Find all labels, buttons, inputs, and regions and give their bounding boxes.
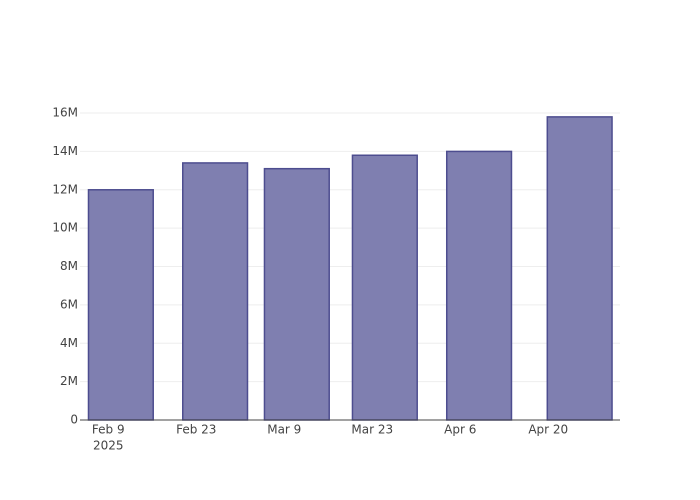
bar	[546, 116, 613, 421]
bar	[87, 189, 154, 421]
bar	[263, 167, 330, 421]
y-tick-label: 6M	[60, 297, 78, 311]
x-tick-label: Apr 6	[444, 423, 476, 437]
y-tick-label: 8M	[60, 259, 78, 273]
y-tick-label: 4M	[60, 336, 78, 350]
y-tick-label: 10M	[52, 221, 78, 235]
y-tick-label: 0	[70, 413, 78, 427]
x-tick-label: Mar 23	[351, 423, 393, 437]
y-tick-label: 12M	[52, 182, 78, 196]
x-tick-label: Feb 23	[176, 423, 216, 437]
bar	[182, 162, 249, 421]
x-tick-label: Feb 9	[92, 423, 125, 437]
y-tick-label: 14M	[52, 144, 78, 158]
bar	[445, 150, 513, 421]
y-tick-label: 16M	[52, 106, 78, 120]
x-tick-label: Apr 20	[528, 423, 568, 437]
x-tick-year: 2025	[93, 439, 124, 453]
y-tick-label: 2M	[60, 374, 78, 388]
x-tick-label: Mar 9	[267, 423, 301, 437]
bar	[351, 154, 418, 421]
